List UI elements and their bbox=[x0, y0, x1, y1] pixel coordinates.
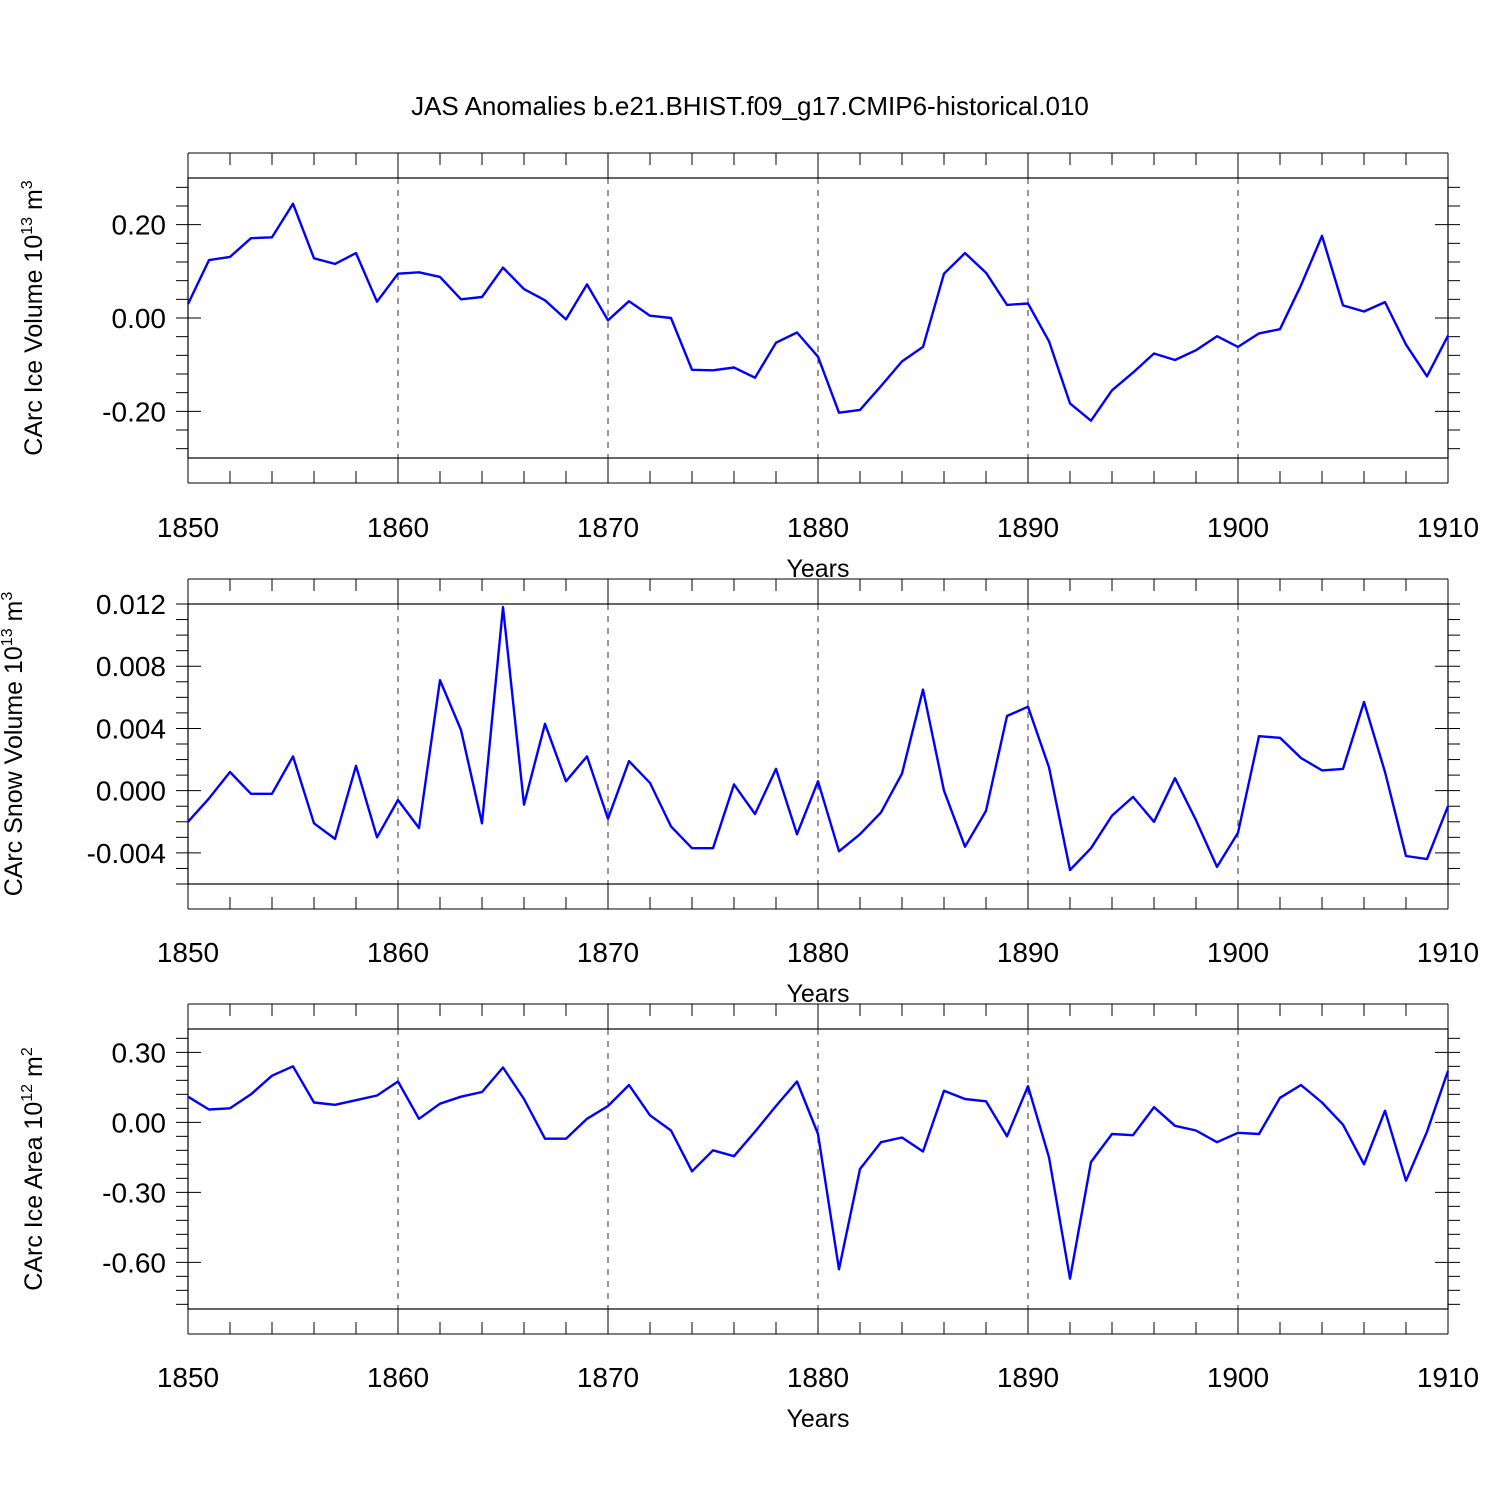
x-tick-label: 1880 bbox=[787, 512, 849, 543]
y-tick-label: -0.20 bbox=[102, 396, 166, 427]
y-tick-label: 0.20 bbox=[112, 210, 167, 241]
y-tick-label: 0.000 bbox=[96, 776, 166, 807]
y-tick-label: 0.00 bbox=[112, 303, 167, 334]
x-tick-label: 1910 bbox=[1417, 512, 1479, 543]
y-tick-label: 0.30 bbox=[112, 1037, 167, 1068]
x-axis-label: Years bbox=[786, 1405, 849, 1433]
ice-volume-series-line bbox=[186, 202, 1450, 422]
x-tick-label: 1870 bbox=[577, 937, 639, 968]
x-tick-label: 1870 bbox=[577, 512, 639, 543]
y-axis-label-unit-exponent: 3 bbox=[19, 180, 36, 189]
x-tick-label: 1890 bbox=[997, 512, 1059, 543]
y-axis-label-unit: m bbox=[20, 189, 48, 217]
x-tick-label: 1850 bbox=[157, 512, 219, 543]
x-tick-label: 1890 bbox=[997, 1362, 1059, 1393]
y-axis-label-exponent: 13 bbox=[0, 628, 16, 646]
x-tick-label: 1900 bbox=[1207, 1362, 1269, 1393]
y-axis-label: CArc Snow Volume 1013 m3 bbox=[0, 592, 28, 897]
y-axis-label: CArc Ice Area 1012 m2 bbox=[19, 1047, 48, 1291]
y-axis-label-text: CArc Ice Area 10 bbox=[20, 1102, 48, 1291]
y-axis-label-text: CArc Snow Volume 10 bbox=[0, 646, 28, 896]
y-axis-label: CArc Ice Volume 1013 m3 bbox=[19, 180, 48, 456]
ice-area-series-line bbox=[187, 1065, 1450, 1280]
y-axis-label-exponent: 13 bbox=[19, 217, 36, 235]
x-tick-label: 1860 bbox=[367, 1362, 429, 1393]
y-tick-label: -0.004 bbox=[87, 838, 166, 869]
y-axis-label-exponent: 12 bbox=[19, 1084, 36, 1102]
y-axis-label-unit-exponent: 2 bbox=[19, 1047, 36, 1056]
x-axis-label: Years bbox=[786, 555, 849, 583]
snow-volume-series-line bbox=[187, 605, 1450, 872]
y-tick-label: 0.012 bbox=[96, 589, 166, 620]
ice-area-panel: 1850 1860 1870 1880 1890 1900 1910 -0.60 -0.30 0.… bbox=[19, 1003, 1479, 1433]
ice-volume-panel: 1850 1860 1870 1880 1890 1900 1910 -0.20 0.00 0.2… bbox=[19, 152, 1479, 583]
x-tick-label: 1850 bbox=[157, 937, 219, 968]
x-tick-label: 1900 bbox=[1207, 937, 1269, 968]
y-tick-label: -0.30 bbox=[102, 1177, 166, 1208]
y-axis-label-unit-exponent: 3 bbox=[0, 592, 16, 601]
x-tick-label: 1880 bbox=[787, 1362, 849, 1393]
y-axis-label-text: CArc Ice Volume 10 bbox=[20, 235, 48, 456]
x-axis-label: Years bbox=[786, 980, 849, 1008]
y-tick-label: 0.00 bbox=[112, 1107, 167, 1138]
x-tick-label: 1900 bbox=[1207, 512, 1269, 543]
x-tick-label: 1910 bbox=[1417, 937, 1479, 968]
y-tick-label: 0.008 bbox=[96, 651, 166, 682]
x-tick-label: 1860 bbox=[367, 512, 429, 543]
y-tick-label: -0.60 bbox=[102, 1247, 166, 1278]
snow-volume-panel: 1850 1860 1870 1880 1890 1900 1910 -0.004 0.000 0… bbox=[0, 578, 1479, 1008]
y-tick-label: 0.004 bbox=[96, 713, 166, 744]
x-tick-label: 1890 bbox=[997, 937, 1059, 968]
chart-title: JAS Anomalies b.e21.BHIST.f09_g17.CMIP6-… bbox=[411, 91, 1089, 121]
x-tick-label: 1860 bbox=[367, 937, 429, 968]
x-tick-label: 1880 bbox=[787, 937, 849, 968]
x-tick-label: 1910 bbox=[1417, 1362, 1479, 1393]
x-tick-label: 1870 bbox=[577, 1362, 639, 1393]
x-tick-label: 1850 bbox=[157, 1362, 219, 1393]
y-axis-label-unit: m bbox=[20, 1056, 48, 1084]
y-axis-label-unit: m bbox=[0, 601, 28, 629]
